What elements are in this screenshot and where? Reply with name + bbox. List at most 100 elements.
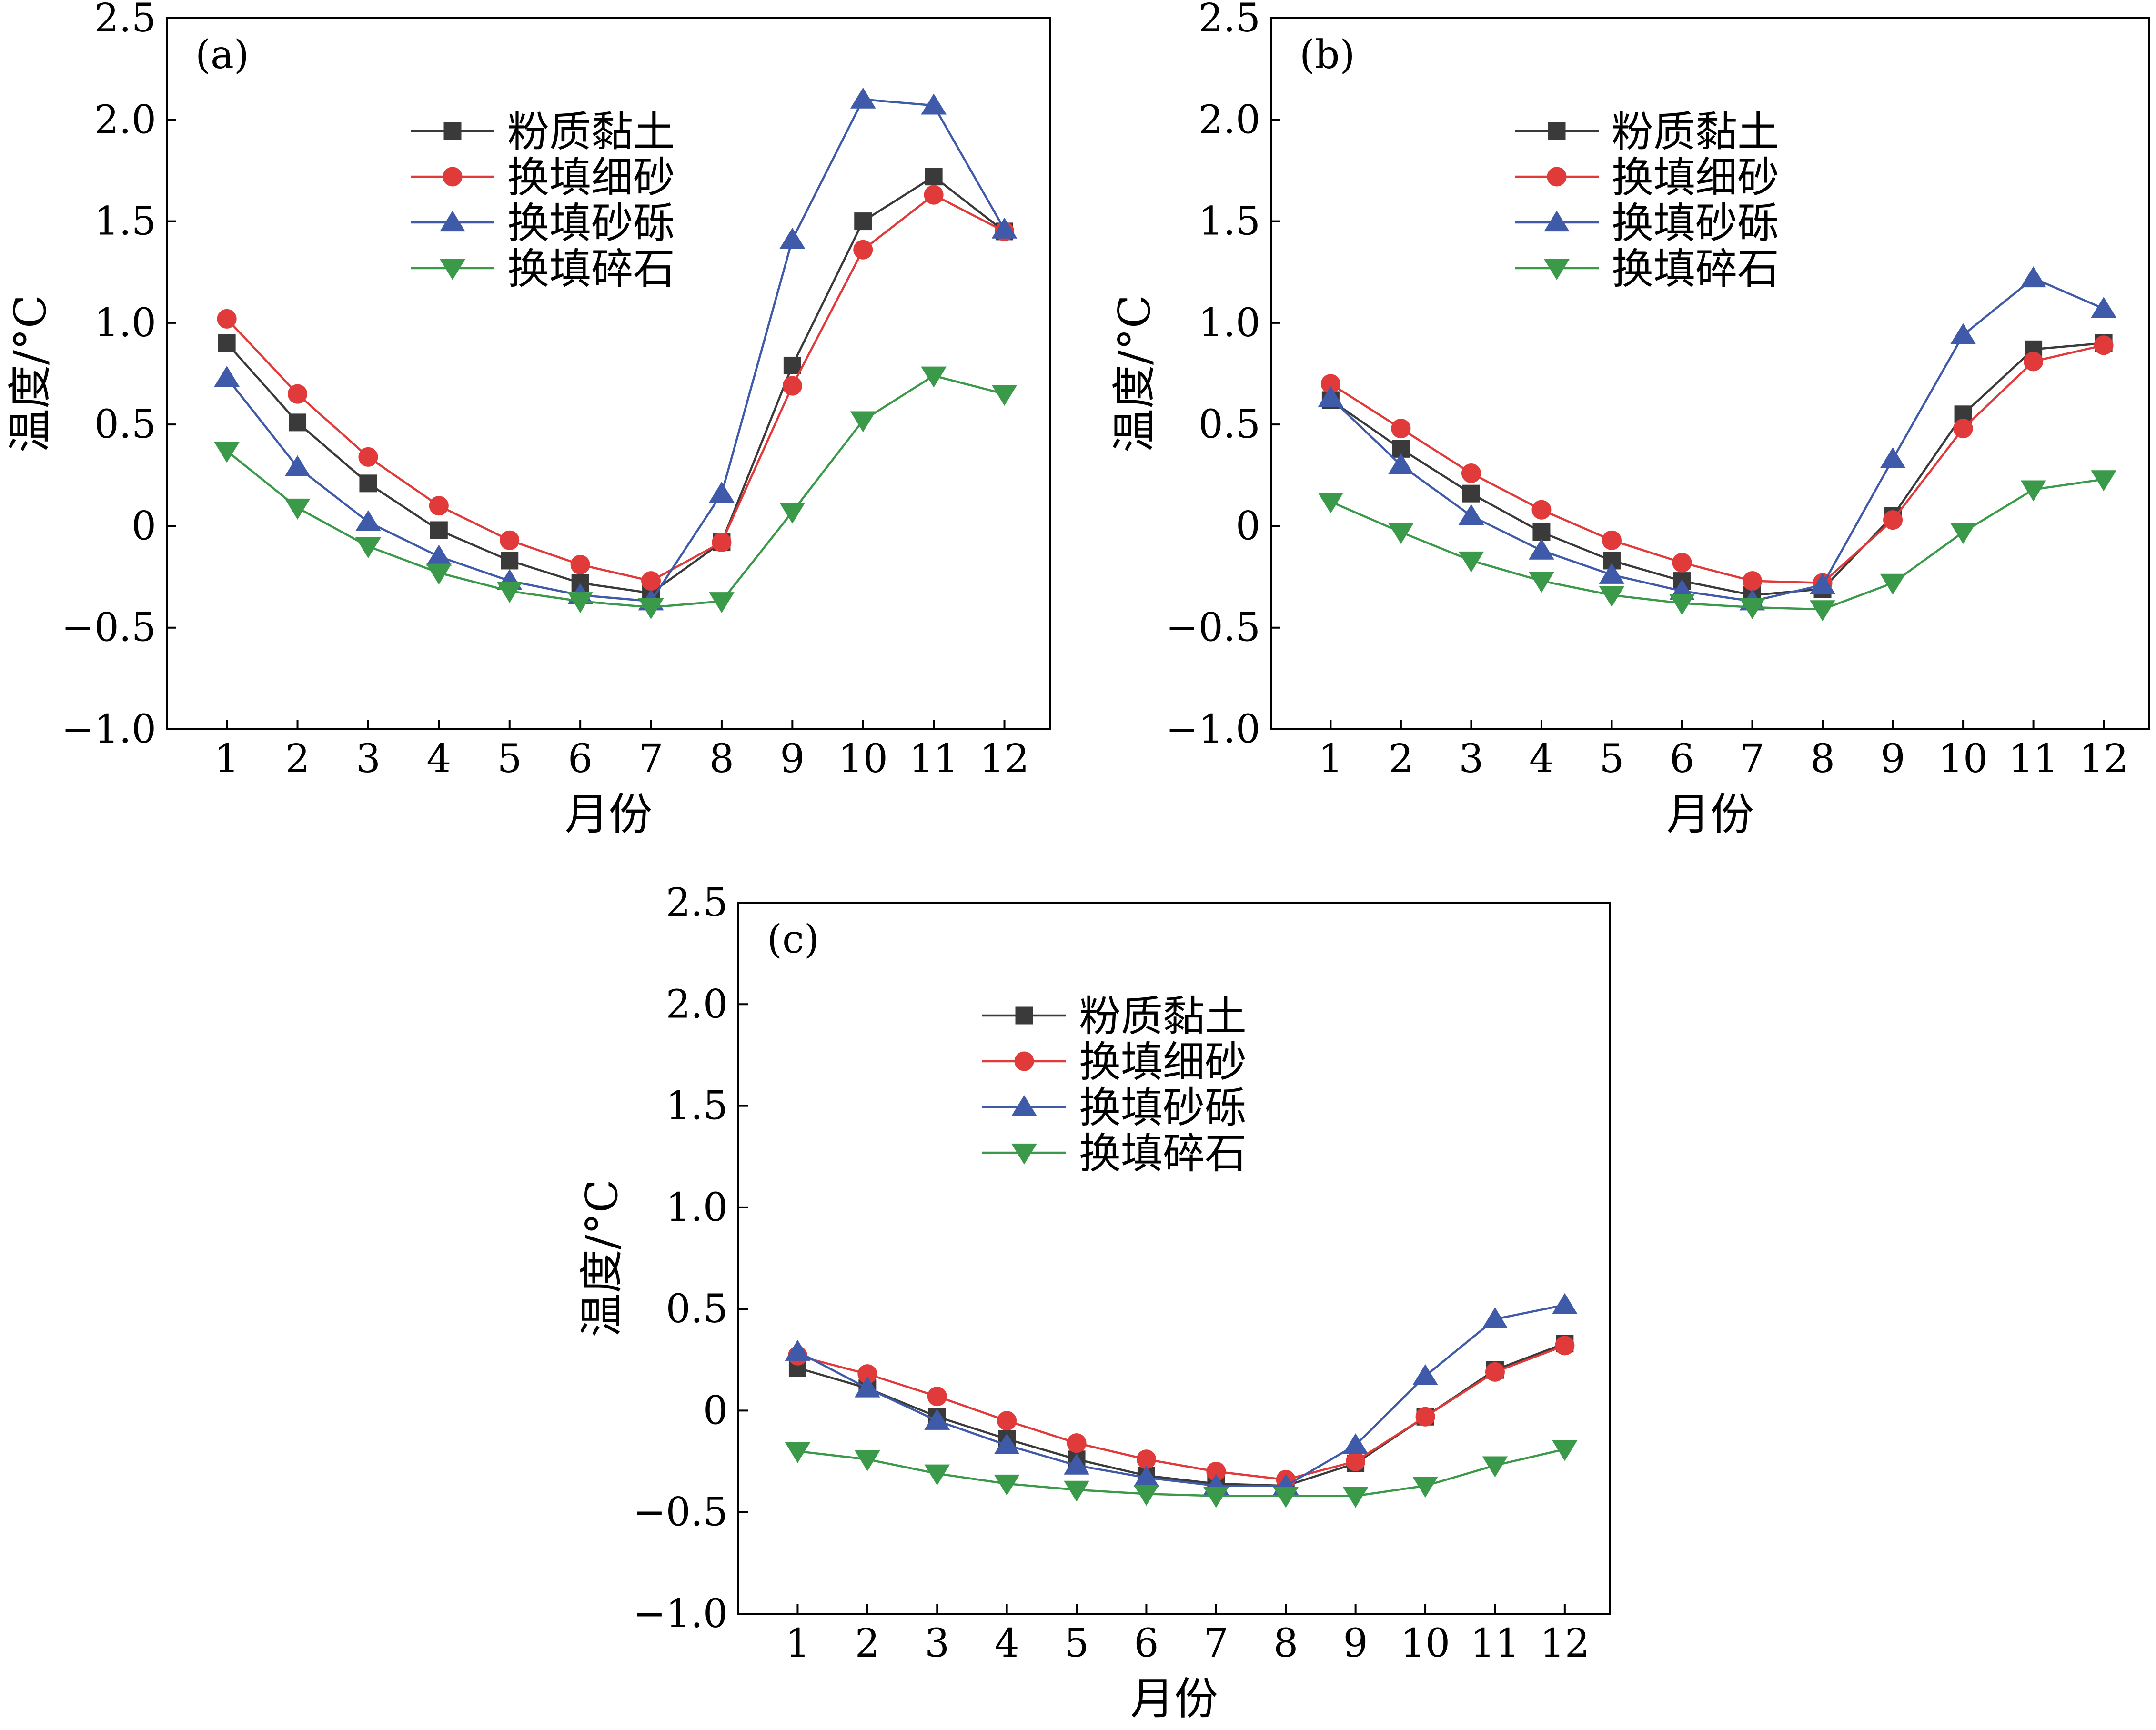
data-point [1458, 504, 1484, 525]
data-point [1318, 386, 1344, 407]
x-tick-label: 2 [285, 736, 310, 782]
panel-label: (a) [195, 32, 249, 78]
data-point [1415, 1407, 1435, 1427]
x-axis-label: 月份 [1130, 1673, 1218, 1724]
x-tick-label: 6 [1670, 736, 1694, 782]
x-tick-label: 5 [497, 736, 522, 782]
x-tick-label: 9 [1343, 1621, 1368, 1666]
legend-marker [1015, 1006, 1033, 1025]
data-point [1461, 463, 1481, 483]
data-point [997, 1411, 1017, 1431]
data-point [430, 521, 448, 539]
data-point [1953, 419, 1973, 439]
x-tick-label: 12 [2079, 736, 2128, 782]
legend-label: 换填碎石 [1612, 244, 1779, 293]
x-tick-label: 8 [1810, 736, 1835, 782]
y-tick-label: 2.5 [666, 880, 728, 925]
y-tick-label: 1.5 [94, 199, 156, 244]
series-1 [1321, 334, 2113, 604]
y-tick-label: 2.5 [94, 0, 156, 41]
y-axis-label: 温度/°C [576, 1179, 627, 1337]
legend-label: 换填碎石 [507, 244, 675, 293]
data-point [854, 1376, 880, 1398]
legend-label: 粉质黏土 [507, 107, 675, 156]
x-tick-label: 4 [426, 736, 451, 782]
y-tick-label: 0 [1236, 503, 1260, 549]
x-tick-label: 6 [1134, 1621, 1159, 1666]
chart-panel-1: −1.0−0.500.51.01.52.02.51 2 3 4 5 6 7 8 9 10 11 12月… [5, 0, 1051, 840]
series-line [226, 98, 1006, 603]
data-point [1810, 600, 1835, 622]
data-point [1342, 1433, 1369, 1455]
data-point [355, 537, 381, 558]
x-axis-label: 月份 [564, 789, 652, 840]
series-line [1330, 342, 2104, 596]
data-point [1880, 447, 1906, 468]
x-tick-label: 9 [1880, 736, 1905, 782]
x-tick-label: 11 [909, 736, 958, 782]
x-tick-label: 12 [979, 736, 1029, 782]
legend-label: 换填砂砾 [1612, 199, 1779, 248]
data-point [567, 592, 594, 614]
data-point [289, 413, 307, 432]
x-tick-label: 3 [925, 1621, 949, 1666]
x-tick-label: 1 [1318, 736, 1343, 782]
data-point [641, 571, 661, 591]
data-point [712, 533, 732, 553]
data-point [850, 411, 876, 432]
x-tick-label: 6 [568, 736, 593, 782]
data-point [214, 366, 240, 387]
data-point [779, 228, 806, 249]
plot-frame [1270, 17, 2150, 730]
data-point [779, 503, 806, 524]
legend-marker [1011, 1095, 1037, 1116]
data-point [1273, 1487, 1299, 1508]
legend-marker [1011, 1143, 1037, 1165]
y-tick-label: 0 [703, 1388, 728, 1433]
data-point [500, 530, 520, 550]
y-tick-label: −0.5 [61, 605, 156, 651]
x-tick-label: 1 [785, 1621, 810, 1666]
data-point [2091, 297, 2116, 318]
legend-label: 换填细砂 [507, 153, 675, 202]
data-point [1950, 323, 1976, 344]
x-tick-label: 10 [838, 736, 888, 782]
data-point [854, 212, 872, 231]
series-line [1330, 344, 2104, 584]
data-point [1669, 594, 1695, 615]
series-line [797, 1304, 1565, 1487]
x-tick-label: 2 [855, 1621, 880, 1666]
chart-panel-3: −1.0−0.500.51.01.52.02.51 2 3 4 5 6 7 8 9 10 11 12月… [576, 880, 1611, 1724]
y-tick-label: 1.0 [666, 1185, 728, 1230]
y-tick-label: 0 [131, 503, 156, 549]
panel-label: (b) [1300, 32, 1355, 78]
data-point [358, 447, 378, 467]
data-point [709, 592, 735, 614]
data-point [359, 474, 377, 493]
x-tick-label: 8 [1273, 1621, 1298, 1666]
y-tick-label: −0.5 [1166, 605, 1260, 651]
x-tick-label: 3 [356, 736, 381, 782]
data-point [921, 366, 947, 388]
series-line [797, 1448, 1565, 1497]
data-point [927, 1387, 947, 1407]
legend-marker [1014, 1051, 1034, 1071]
data-point [214, 442, 240, 463]
series-3 [785, 1293, 1578, 1495]
data-point [1462, 484, 1480, 503]
x-tick-label: 7 [638, 736, 663, 782]
y-tick-label: 1.5 [666, 1084, 728, 1129]
legend-marker [1548, 122, 1566, 140]
legend-label: 换填碎石 [1079, 1129, 1247, 1178]
data-point [1552, 1293, 1578, 1314]
data-point [1136, 1449, 1156, 1469]
data-point [1950, 523, 1976, 544]
legend-label: 换填细砂 [1079, 1037, 1247, 1086]
x-tick-label: 10 [1938, 736, 1988, 782]
data-point [785, 1339, 811, 1361]
y-tick-label: −1.0 [61, 707, 156, 752]
data-point [2024, 352, 2044, 372]
data-point [925, 168, 943, 186]
